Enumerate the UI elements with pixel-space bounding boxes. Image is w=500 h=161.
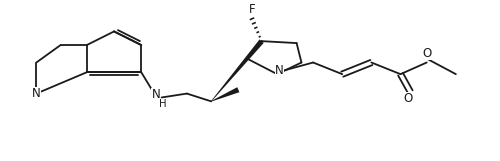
Polygon shape xyxy=(211,39,264,102)
Text: F: F xyxy=(248,3,256,16)
Text: N: N xyxy=(152,88,160,101)
Text: H: H xyxy=(159,99,166,109)
Polygon shape xyxy=(211,87,240,102)
Text: O: O xyxy=(422,47,432,60)
Text: N: N xyxy=(32,87,40,100)
Text: N: N xyxy=(275,64,283,77)
Text: O: O xyxy=(404,92,413,105)
